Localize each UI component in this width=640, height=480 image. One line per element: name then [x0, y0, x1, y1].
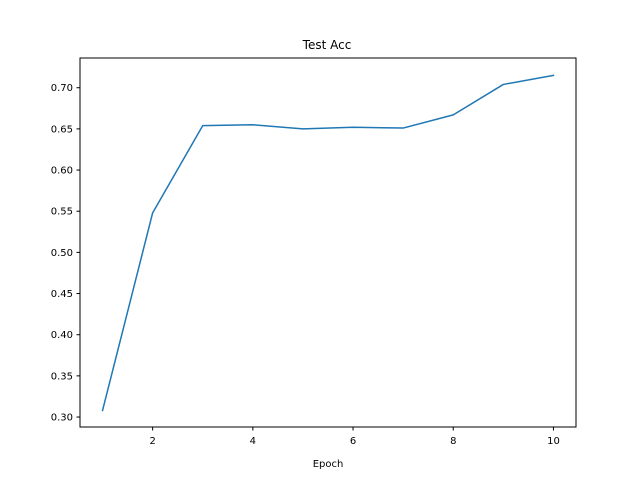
y-tick-label: 0.60 — [51, 166, 73, 177]
x-tick-label: 6 — [350, 436, 356, 447]
y-tick-label: 0.70 — [51, 83, 73, 94]
series-line-0 — [101, 74, 555, 412]
x-tick-label: 10 — [547, 436, 560, 447]
plot-area-frame — [79, 57, 577, 428]
x-tick-label: 8 — [450, 436, 456, 447]
x-axis-ticks: 2 4 6 8 10 — [149, 427, 560, 447]
x-tick-label: 4 — [250, 436, 256, 447]
chart-title: Test Acc — [302, 38, 352, 52]
y-tick-label: 0.50 — [51, 248, 73, 259]
y-tick-label: 0.40 — [51, 330, 73, 341]
series-layer — [101, 74, 555, 412]
y-tick-label: 0.65 — [51, 124, 73, 135]
y-tick-label: 0.35 — [51, 371, 73, 382]
x-axis-label: Epoch — [313, 459, 344, 470]
y-axis-ticks: 0.30 0.35 0.40 0.45 0.50 0.55 0.60 0.65 0.70 — [51, 83, 80, 424]
y-tick-label: 0.30 — [51, 413, 73, 424]
y-tick-label: 0.45 — [51, 289, 73, 300]
y-tick-label: 0.55 — [51, 207, 73, 218]
x-tick-label: 2 — [149, 436, 155, 447]
